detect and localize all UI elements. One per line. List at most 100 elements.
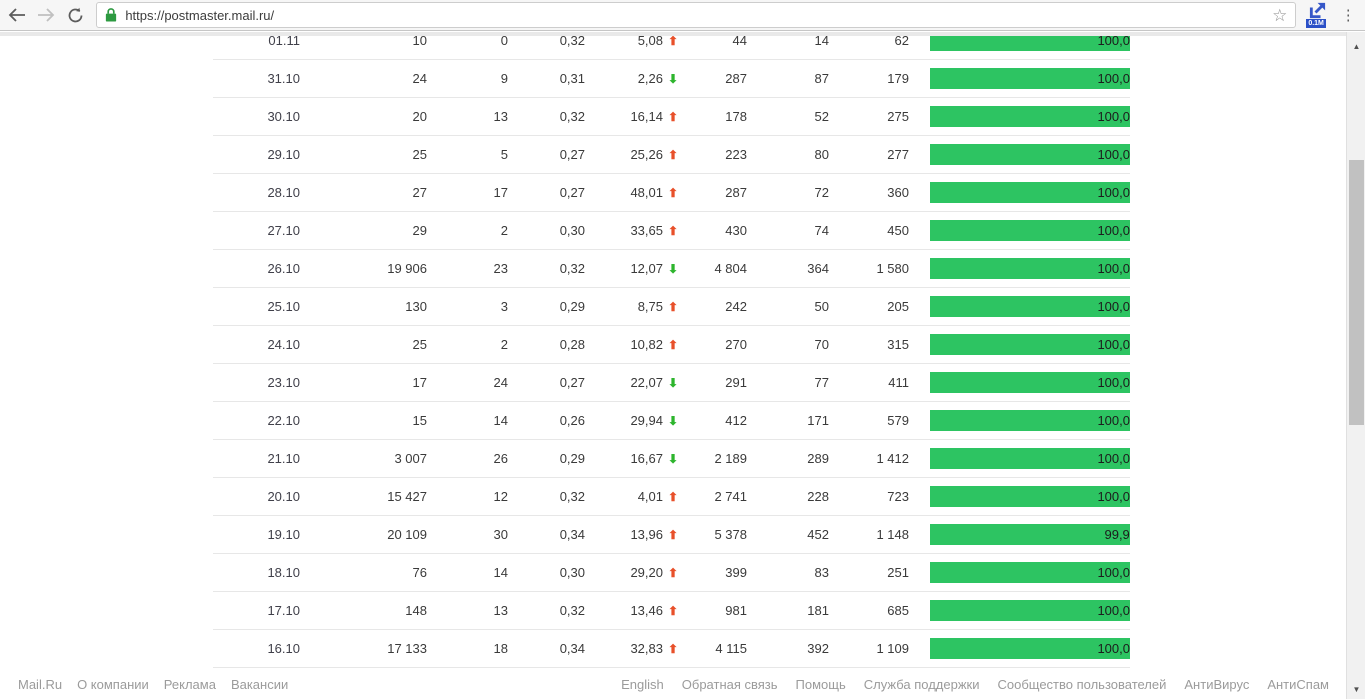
row-value-2: 13 — [493, 109, 508, 124]
url-text[interactable]: https://postmaster.mail.ru/ — [125, 7, 275, 23]
row-value-6: 181 — [807, 603, 829, 618]
extension-button[interactable]: 0.1M — [1304, 0, 1331, 31]
delivery-bar-cell: 100,0 — [909, 68, 1130, 89]
toolbar-shadow — [0, 32, 1365, 36]
trend-down-icon: ⬇ — [667, 375, 678, 390]
row-value-1: 17 — [412, 375, 427, 390]
table-row: 16.10 17 133 18 0,34 32,83 ⬆ 4 115 392 1… — [213, 630, 1130, 668]
row-value-2: 26 — [493, 451, 508, 466]
chrome-menu-button[interactable]: ⋮ — [1340, 7, 1356, 24]
delivery-bar: 100,0 — [930, 562, 1130, 583]
row-value-2: 17 — [493, 185, 508, 200]
footer-link[interactable]: Сообщество пользователей — [997, 676, 1167, 692]
row-date: 24.10 — [267, 337, 300, 352]
vertical-scrollbar[interactable]: ▲ ▼ — [1346, 32, 1365, 699]
row-value-1: 17 133 — [387, 641, 427, 656]
scroll-up-arrow-icon[interactable]: ▲ — [1352, 41, 1361, 51]
delivery-bar: 100,0 — [930, 486, 1130, 507]
trend-up-icon: ⬆ — [667, 641, 678, 656]
row-value-6: 80 — [814, 147, 829, 162]
row-value-5: 178 — [725, 109, 747, 124]
delivery-bar: 100,0 — [930, 372, 1130, 393]
delivery-bar-track: 99,9 — [930, 524, 1130, 545]
stats-table: 01.11 10 0 0,32 5,08 ⬆ 44 14 62 100,0 — [213, 36, 1130, 668]
row-value-3: 0,29 — [559, 299, 585, 314]
footer-link[interactable]: Реклама — [163, 676, 216, 692]
row-value-1: 130 — [405, 299, 427, 314]
row-value-5: 5 378 — [714, 527, 747, 542]
delivery-bar-track: 100,0 — [930, 600, 1130, 621]
row-value-6: 364 — [807, 261, 829, 276]
footer-link[interactable]: Обратная связь — [681, 676, 778, 692]
row-value-6: 77 — [814, 375, 829, 390]
delivery-bar-cell: 100,0 — [909, 334, 1130, 355]
delivery-bar-label: 100,0 — [1097, 375, 1130, 390]
row-value-4: 5,08 ⬆ — [637, 36, 678, 48]
footer-link[interactable]: Служба поддержки — [863, 676, 980, 692]
footer-link[interactable]: О компании — [77, 676, 149, 692]
row-value-7: 277 — [887, 147, 909, 162]
row-value-7: 360 — [887, 185, 909, 200]
row-value-7: 1 412 — [876, 451, 909, 466]
row-value-2: 9 — [500, 71, 508, 86]
row-date: 22.10 — [267, 413, 300, 428]
trend-up-icon: ⬆ — [667, 337, 678, 352]
row-value-4: 22,07 ⬇ — [630, 375, 678, 390]
row-value-4: 25,26 ⬆ — [630, 147, 678, 162]
delivery-bar-cell: 100,0 — [909, 220, 1130, 241]
similarweb-rank-icon — [1309, 2, 1326, 18]
row-value-3: 0,30 — [559, 565, 585, 580]
table-row: 28.10 27 17 0,27 48,01 ⬆ 287 72 360 100,… — [213, 174, 1130, 212]
delivery-bar-track: 100,0 — [930, 562, 1130, 583]
extension-badge: 0.1M — [1306, 18, 1326, 29]
row-value-7: 723 — [887, 489, 909, 504]
row-value-1: 29 — [412, 223, 427, 238]
row-value-7: 205 — [887, 299, 909, 314]
row-value-3: 0,27 — [559, 375, 585, 390]
row-value-2: 18 — [493, 641, 508, 656]
delivery-bar: 100,0 — [930, 448, 1130, 469]
row-value-3: 0,34 — [559, 641, 585, 656]
delivery-bar-track: 100,0 — [930, 372, 1130, 393]
delivery-bar-label: 100,0 — [1097, 451, 1130, 466]
footer-link[interactable]: Помощь — [795, 676, 846, 692]
bookmark-star-icon[interactable]: ☆ — [1272, 5, 1288, 25]
delivery-bar-label: 100,0 — [1097, 261, 1130, 276]
delivery-bar-label: 100,0 — [1097, 565, 1130, 580]
row-value-4: 29,94 ⬇ — [630, 413, 678, 428]
delivery-bar-cell: 100,0 — [909, 36, 1130, 51]
scrollbar-thumb[interactable] — [1349, 160, 1364, 425]
delivery-bar-label: 100,0 — [1097, 337, 1130, 352]
table-row: 31.10 24 9 0,31 2,26 ⬇ 287 87 179 100,0 — [213, 60, 1130, 98]
refresh-button[interactable] — [63, 1, 88, 29]
row-value-7: 411 — [888, 375, 909, 390]
back-button[interactable] — [4, 1, 29, 29]
forward-button[interactable] — [33, 1, 58, 29]
row-value-1: 20 — [412, 109, 427, 124]
row-value-3: 0,31 — [559, 71, 585, 86]
trend-down-icon: ⬇ — [667, 451, 678, 466]
row-value-1: 25 — [412, 147, 427, 162]
delivery-bar-label: 100,0 — [1097, 147, 1130, 162]
footer-link[interactable]: Вакансии — [230, 676, 289, 692]
delivery-bar-track: 100,0 — [930, 36, 1130, 51]
row-value-1: 148 — [405, 603, 427, 618]
row-value-6: 52 — [814, 109, 829, 124]
row-value-6: 74 — [814, 223, 829, 238]
footer-link[interactable]: АнтиВирус — [1184, 676, 1250, 692]
address-bar[interactable]: https://postmaster.mail.ru/ ☆ — [96, 2, 1297, 28]
footer-link[interactable]: АнтиСпам — [1267, 676, 1329, 692]
row-date: 25.10 — [267, 299, 300, 314]
delivery-bar-cell: 100,0 — [909, 562, 1130, 583]
footer-link[interactable]: English — [621, 676, 664, 692]
scroll-down-arrow-icon[interactable]: ▼ — [1352, 684, 1361, 694]
delivery-bar: 100,0 — [930, 334, 1130, 355]
footer-link[interactable]: Mail.Ru — [18, 676, 63, 692]
delivery-bar: 100,0 — [930, 296, 1130, 317]
delivery-bar-track: 100,0 — [930, 638, 1130, 659]
row-value-5: 4 115 — [715, 641, 747, 656]
row-date: 29.10 — [267, 147, 300, 162]
table-row: 30.10 20 13 0,32 16,14 ⬆ 178 52 275 100,… — [213, 98, 1130, 136]
row-value-1: 25 — [412, 337, 427, 352]
trend-up-icon: ⬆ — [667, 565, 678, 580]
